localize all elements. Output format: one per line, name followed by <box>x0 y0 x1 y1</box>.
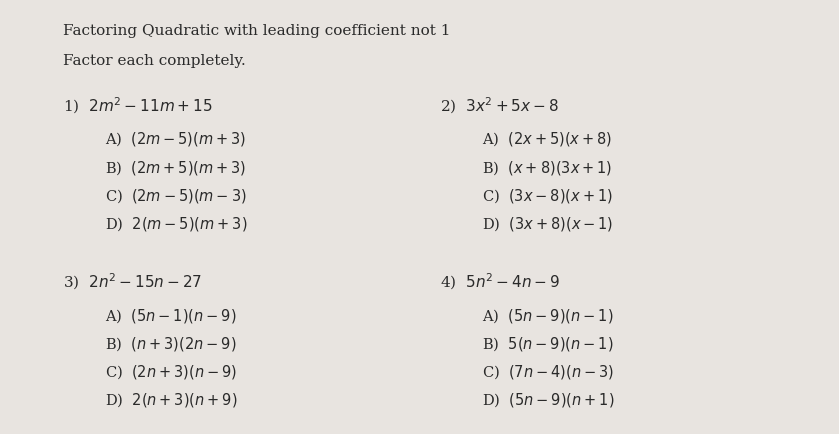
Text: C)  $(7n-4)(n-3)$: C) $(7n-4)(n-3)$ <box>482 362 614 380</box>
Text: Factor each completely.: Factor each completely. <box>63 54 246 68</box>
Text: D)  $(3x+8)(x-1)$: D) $(3x+8)(x-1)$ <box>482 215 614 233</box>
Text: C)  $(2m-5)(m-3)$: C) $(2m-5)(m-3)$ <box>105 187 247 204</box>
Text: 3)  $2n^2-15n-27$: 3) $2n^2-15n-27$ <box>63 271 202 292</box>
Text: D)  $(5n-9)(n+1)$: D) $(5n-9)(n+1)$ <box>482 391 615 408</box>
Text: A)  $(5n-9)(n-1)$: A) $(5n-9)(n-1)$ <box>482 306 614 324</box>
Text: A)  $(2m-5)(m+3)$: A) $(2m-5)(m+3)$ <box>105 130 246 148</box>
Text: A)  $(5n-1)(n-9)$: A) $(5n-1)(n-9)$ <box>105 306 237 324</box>
Text: B)  $(n+3)(2n-9)$: B) $(n+3)(2n-9)$ <box>105 334 237 352</box>
Text: B)  $5(n-9)(n-1)$: B) $5(n-9)(n-1)$ <box>482 334 614 352</box>
Text: C)  $(3x-8)(x+1)$: C) $(3x-8)(x+1)$ <box>482 187 613 204</box>
Text: C)  $(2n+3)(n-9)$: C) $(2n+3)(n-9)$ <box>105 362 237 380</box>
Text: Factoring Quadratic with leading coefficient not 1: Factoring Quadratic with leading coeffic… <box>63 24 451 38</box>
Text: D)  $2(n+3)(n+9)$: D) $2(n+3)(n+9)$ <box>105 391 237 408</box>
Text: B)  $(x+8)(3x+1)$: B) $(x+8)(3x+1)$ <box>482 158 612 176</box>
Text: D)  $2(m-5)(m+3)$: D) $2(m-5)(m+3)$ <box>105 215 248 233</box>
Text: A)  $(2x+5)(x+8)$: A) $(2x+5)(x+8)$ <box>482 130 612 148</box>
Text: B)  $(2m+5)(m+3)$: B) $(2m+5)(m+3)$ <box>105 158 246 176</box>
Text: 1)  $2m^2-11m+15$: 1) $2m^2-11m+15$ <box>63 95 212 116</box>
Text: 4)  $5n^2-4n-9$: 4) $5n^2-4n-9$ <box>440 271 560 292</box>
Text: 2)  $3x^2+5x-8$: 2) $3x^2+5x-8$ <box>440 95 560 116</box>
